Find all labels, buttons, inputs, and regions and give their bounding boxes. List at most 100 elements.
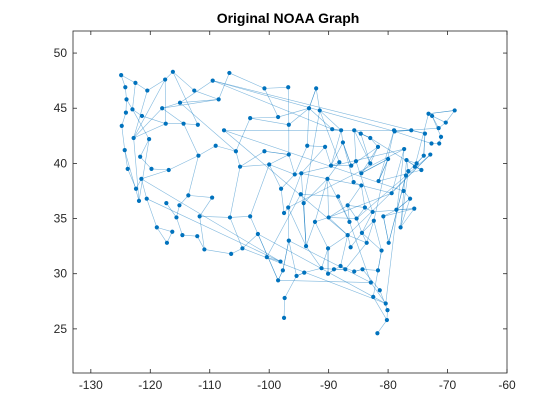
graph-node (195, 234, 200, 239)
graph-edge (288, 148, 405, 208)
graph-node (292, 172, 297, 177)
graph-node (339, 128, 344, 133)
graph-node (180, 232, 185, 238)
graph-edge (431, 115, 439, 129)
graph-edge (264, 86, 289, 89)
graph-edge (282, 240, 290, 271)
graph-edge (327, 234, 348, 249)
graph-node (248, 116, 253, 121)
graph-edge (133, 137, 140, 201)
graph-node (325, 271, 331, 276)
x-tick-label: -90 (320, 378, 338, 392)
graph-node (278, 186, 284, 191)
graph-node (229, 251, 234, 256)
graph-edge (423, 133, 426, 156)
graph-edge (361, 220, 375, 234)
graph-edge (347, 185, 362, 206)
graph-node (375, 331, 380, 336)
x-tick-label: -120 (138, 378, 162, 392)
graph-edge (347, 205, 350, 222)
graph-edge (369, 146, 379, 164)
graph-edge (235, 118, 251, 152)
graph-edge (125, 99, 127, 113)
graph-node (262, 149, 267, 154)
graph-node (181, 121, 186, 126)
graph-node (124, 97, 129, 102)
graph-node (286, 205, 291, 210)
graph-node (438, 134, 444, 140)
graph-node (210, 78, 215, 83)
graph-node (409, 128, 414, 133)
graph-node (358, 131, 363, 136)
graph-edge (229, 217, 243, 249)
graph-node (412, 206, 417, 211)
graph-node (170, 229, 175, 234)
graph-node (164, 240, 170, 245)
graph-edge (378, 130, 395, 182)
graph-node (426, 111, 431, 116)
graph-edge (183, 123, 199, 156)
graph-node (379, 248, 384, 253)
graph-node (227, 215, 233, 220)
graph-edge (132, 82, 136, 110)
graph-node (139, 113, 145, 119)
graph-edge (133, 79, 166, 139)
graph-node (362, 205, 368, 210)
graph-edge (301, 146, 326, 174)
graph-edge (414, 113, 429, 167)
graph-edge (162, 107, 184, 124)
nodes-layer (119, 69, 457, 336)
graph-edge (324, 146, 332, 166)
graph-node (286, 152, 291, 157)
graph-node (375, 268, 381, 273)
graph-edge (394, 127, 439, 132)
graph-node (160, 106, 165, 111)
graph-edge (264, 150, 289, 155)
graph-node (407, 196, 413, 201)
graph-node (154, 225, 159, 230)
graph-edge (139, 156, 152, 170)
graph-edge (319, 110, 342, 131)
graph-edge (328, 205, 348, 218)
graph-edge (172, 71, 195, 91)
graph-edge (235, 151, 241, 167)
graph-node (364, 240, 369, 245)
graph-edge (179, 80, 213, 103)
graph-edge (179, 99, 219, 104)
graph-node (248, 214, 253, 219)
graph-node (353, 159, 359, 164)
graph-edge (162, 102, 181, 109)
graph-edge (218, 72, 230, 100)
graph-edge (349, 221, 372, 283)
graph-node (133, 80, 138, 85)
graph-edge (383, 209, 397, 217)
graph-node (233, 149, 238, 154)
graph-node (325, 246, 331, 251)
graph-edge (199, 197, 213, 217)
graph-edge (361, 211, 373, 234)
graph-node (384, 317, 390, 323)
graph-edge (179, 195, 189, 206)
graph-edge (283, 297, 285, 318)
graph-edge (269, 164, 295, 175)
graph-edge (356, 207, 366, 219)
graph-edge (212, 80, 395, 132)
graph-edge (146, 198, 281, 262)
graph-node (377, 288, 382, 293)
graph-edge (284, 275, 297, 299)
graph-node (368, 280, 373, 285)
graph-node (429, 141, 434, 146)
graph-node (303, 244, 309, 249)
graph-edge (287, 207, 307, 247)
graph-edge (141, 178, 281, 262)
graph-edge (151, 168, 169, 171)
graph-node (414, 161, 419, 166)
graph-edge (188, 155, 199, 196)
graph-node (195, 122, 200, 127)
graph-node (298, 192, 303, 197)
graph-node (402, 146, 407, 152)
graph-node (227, 70, 232, 76)
graph-node (202, 247, 207, 252)
graph-node (240, 246, 245, 251)
